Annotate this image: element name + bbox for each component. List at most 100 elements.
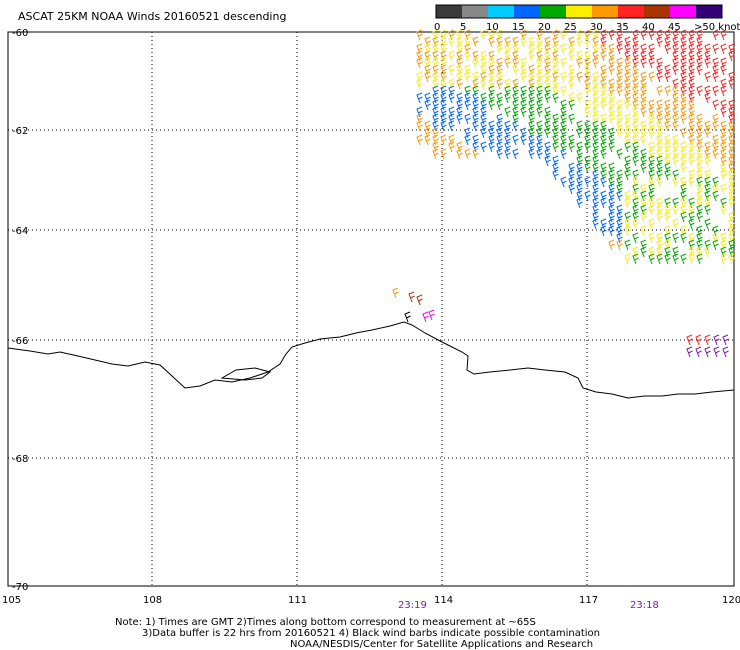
- wind-barb: [560, 176, 567, 188]
- wind-barb: [680, 36, 687, 48]
- wind-barb: [496, 141, 503, 153]
- wind-barb: [728, 176, 735, 188]
- wind-barb: [432, 43, 439, 55]
- wind-barb: [696, 148, 703, 160]
- wind-barb: [440, 134, 447, 146]
- wind-barb: [648, 120, 655, 132]
- wind-barb: [432, 36, 439, 48]
- wind-barb: [464, 127, 471, 139]
- wind-barb: [576, 71, 583, 83]
- wind-barb: [696, 225, 703, 237]
- wind-barb: [640, 92, 647, 104]
- wind-barb: [704, 85, 711, 97]
- wind-barb: [528, 71, 535, 83]
- wind-barb: [432, 92, 439, 104]
- wind-barb: [648, 113, 655, 125]
- wind-barb: [568, 134, 575, 146]
- wind-barb: [728, 120, 735, 132]
- wind-barb: [448, 106, 455, 118]
- wind-barb: [592, 169, 599, 181]
- wind-barb: [608, 162, 615, 174]
- wind-barb: [616, 71, 623, 83]
- wind-barb: [584, 162, 591, 174]
- wind-barb: [624, 134, 631, 146]
- wind-barb: [608, 190, 615, 202]
- wind-barb: [616, 29, 623, 41]
- wind-barb: [672, 92, 679, 104]
- wind-barb: [696, 50, 703, 62]
- wind-barb: [416, 29, 423, 41]
- wind-barb: [680, 253, 687, 265]
- wind-barb: [624, 92, 631, 104]
- wind-barb: [616, 225, 623, 237]
- wind-barb: [648, 141, 655, 153]
- wind-barb: [728, 225, 735, 237]
- wind-barb: [648, 183, 655, 195]
- wind-barb: [696, 29, 703, 41]
- wind-barb: [720, 85, 727, 97]
- wind-barb: [616, 99, 623, 111]
- wind-barb: [592, 57, 599, 69]
- wind-barb: [664, 162, 671, 174]
- wind-barb: [512, 57, 519, 69]
- wind-barb: [504, 141, 511, 153]
- lon-label: 108: [143, 595, 162, 606]
- wind-barb: [448, 36, 455, 48]
- wind-barb: [624, 141, 631, 153]
- wind-barb: [480, 92, 487, 104]
- wind-barb: [560, 120, 567, 132]
- wind-barb: [624, 85, 631, 97]
- wind-barb: [448, 85, 455, 97]
- wind-barb: [616, 218, 623, 230]
- wind-barb: [672, 134, 679, 146]
- lat-label: -60: [12, 28, 28, 39]
- wind-barb: [672, 29, 679, 41]
- wind-barb: [608, 50, 615, 62]
- wind-barb: [600, 162, 607, 174]
- wind-barb: [688, 232, 695, 244]
- wind-barb: [552, 57, 559, 69]
- wind-barbs: [392, 29, 735, 358]
- wind-barb: [520, 64, 527, 76]
- wind-barb: [704, 239, 711, 251]
- wind-barb: [544, 50, 551, 62]
- wind-barb: [432, 78, 439, 90]
- legend-tick: 20: [538, 22, 551, 33]
- wind-barb: [592, 120, 599, 132]
- wind-barb: [592, 211, 599, 223]
- wind-barb: [704, 141, 711, 153]
- wind-barb: [424, 134, 431, 146]
- wind-barb: [520, 99, 527, 111]
- wind-barb: [624, 162, 631, 174]
- wind-barb: [504, 127, 511, 139]
- wind-barb: [704, 50, 711, 62]
- wind-barb: [552, 78, 559, 90]
- wind-barb: [648, 190, 655, 202]
- wind-barb: [568, 183, 575, 195]
- wind-barb: [696, 57, 703, 69]
- pass-time: 23:19: [398, 600, 427, 611]
- wind-barb: [640, 99, 647, 111]
- wind-barb: [568, 113, 575, 125]
- wind-barb: [488, 29, 495, 41]
- wind-barb: [592, 141, 599, 153]
- wind-barb: [504, 106, 511, 118]
- wind-barb: [632, 64, 639, 76]
- wind-barb: [664, 141, 671, 153]
- wind-barb: [728, 190, 735, 202]
- wind-barb: [512, 106, 519, 118]
- wind-barb: [440, 85, 447, 97]
- wind-barb: [576, 92, 583, 104]
- wind-barb: [664, 85, 671, 97]
- wind-barb: [448, 78, 455, 90]
- wind-barb: [728, 232, 735, 244]
- wind-barb: [664, 169, 671, 181]
- wind-barb: [632, 134, 639, 146]
- wind-barb: [456, 92, 463, 104]
- wind-barb: [592, 78, 599, 90]
- wind-barb: [688, 218, 695, 230]
- wind-barb: [552, 92, 559, 104]
- wind-barb: [728, 106, 735, 118]
- wind-barb: [608, 218, 615, 230]
- wind-barb: [592, 71, 599, 83]
